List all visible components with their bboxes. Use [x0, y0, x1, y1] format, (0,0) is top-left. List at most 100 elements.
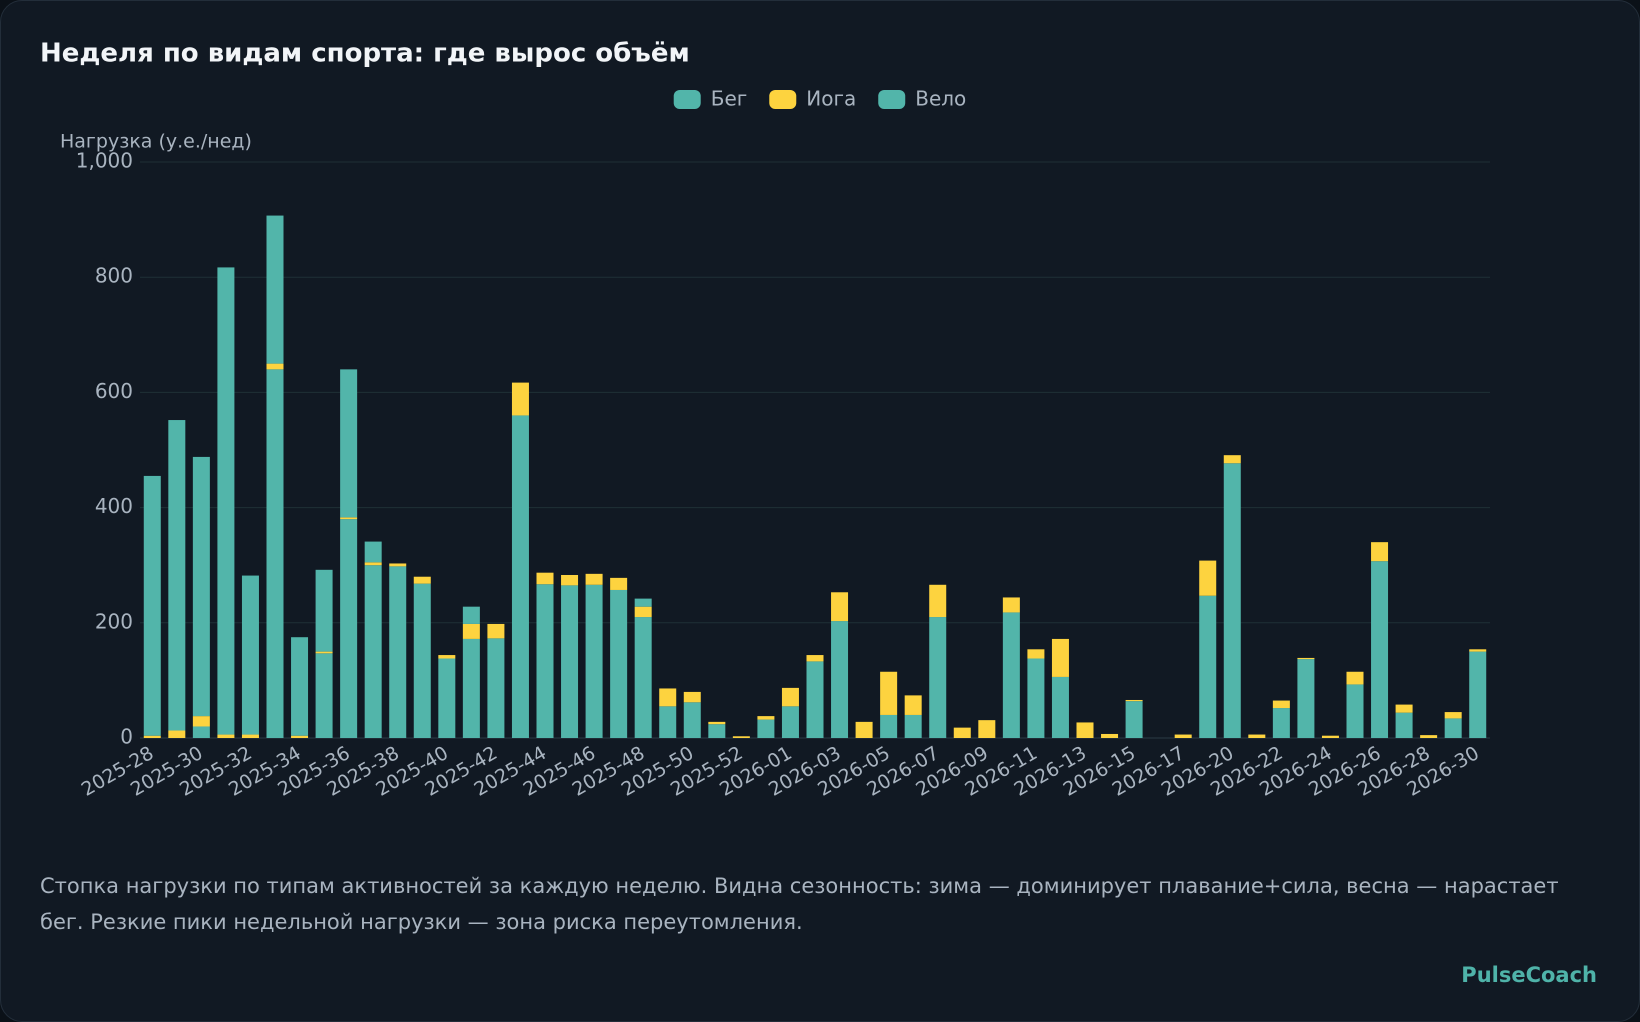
bar-segment	[561, 574, 579, 586]
bar-segment	[1199, 560, 1217, 596]
y-axis-label: Нагрузка (у.е./нед)	[60, 131, 252, 153]
bar-segment	[241, 734, 259, 738]
bar-segment	[1125, 701, 1143, 738]
bar-segment	[929, 584, 947, 618]
bar-segment	[487, 638, 505, 738]
bar-segment	[1444, 712, 1462, 719]
bar-segment	[1444, 718, 1462, 738]
bar-segment	[1051, 638, 1069, 677]
bar-segment	[1346, 684, 1364, 738]
bar-segment	[1297, 657, 1315, 660]
bar-segment	[438, 655, 456, 659]
bar-segment	[413, 583, 431, 738]
bar-segment	[855, 721, 873, 738]
bar-segment	[610, 589, 628, 738]
legend-item[interactable]: Бег	[673, 87, 748, 111]
bar-segment	[364, 541, 382, 563]
bar-segment	[1076, 722, 1094, 738]
bar-segment	[659, 688, 677, 707]
legend-swatch	[878, 90, 906, 109]
bar-segment	[1101, 733, 1119, 738]
bar-segment	[806, 661, 824, 738]
bar-segment	[1027, 658, 1045, 738]
bar-segment	[1199, 595, 1217, 738]
bar-segment	[929, 617, 947, 738]
bar-segment	[708, 721, 726, 725]
bar-segment	[904, 714, 922, 738]
bar-segment	[634, 606, 652, 618]
bar-segment	[143, 735, 161, 738]
bar-segment	[168, 730, 186, 738]
bar-segment	[1395, 712, 1413, 738]
bar-segment	[536, 584, 554, 738]
bar-segment	[1272, 708, 1290, 738]
y-tick-label: 1,000	[76, 149, 133, 173]
y-tick-label: 800	[95, 264, 133, 288]
bar-segment	[757, 719, 775, 738]
bar-segment	[1174, 734, 1192, 738]
legend-swatch	[673, 90, 701, 109]
bar-segment	[561, 585, 579, 738]
bar-segment	[1002, 612, 1020, 738]
bar-segment	[757, 716, 775, 720]
bar-segment	[462, 638, 480, 738]
bar-segment	[831, 592, 849, 622]
bar-segment	[781, 687, 799, 707]
caption: Стопка нагрузки по типам активностей за …	[40, 874, 1559, 934]
bar-segment	[168, 420, 186, 731]
bar-segment	[291, 735, 309, 738]
bar-segment	[1321, 735, 1339, 738]
bar-segment	[364, 562, 382, 566]
bar-segment	[683, 702, 701, 738]
legend-label: Бег	[711, 87, 748, 111]
legend-item[interactable]: Иога	[769, 87, 856, 111]
bar-segment	[634, 598, 652, 607]
bar-segment	[217, 267, 235, 735]
bar-segment	[732, 736, 750, 738]
bar-segment	[610, 577, 628, 590]
bar-segment	[1027, 649, 1045, 659]
bar-segment	[413, 576, 431, 584]
bar-segment	[1297, 659, 1315, 738]
bar-segment	[315, 651, 333, 654]
legend-label: Иога	[806, 87, 856, 111]
bar-segment	[462, 606, 480, 624]
bar-segment	[953, 727, 971, 738]
bar-segment	[315, 569, 333, 652]
legend-item[interactable]: Вело	[878, 87, 966, 111]
bar-segment	[1469, 649, 1487, 652]
bar-segment	[880, 671, 898, 715]
bar-segment	[340, 519, 358, 738]
bar-segment	[781, 706, 799, 738]
bar-segment	[143, 475, 161, 736]
bar-segment	[389, 566, 407, 738]
bar-segment	[315, 653, 333, 738]
bar-segment	[904, 695, 922, 715]
bar-segment	[1051, 676, 1069, 738]
bar-segment	[1346, 671, 1364, 685]
bar-segment	[1223, 463, 1241, 738]
bar-segment	[659, 706, 677, 738]
bar-segment	[389, 563, 407, 567]
bar-segment	[1469, 651, 1487, 738]
bar-segment	[1223, 455, 1241, 464]
bar-segment	[1248, 734, 1266, 738]
bar-segment	[978, 720, 996, 738]
legend-label: Вело	[915, 87, 966, 111]
bar-segment	[1420, 735, 1438, 738]
bar-segment	[487, 623, 505, 639]
bar-segment	[217, 734, 235, 738]
bar-segment	[192, 726, 210, 738]
bar-segment	[880, 714, 898, 738]
bar-segment	[511, 382, 529, 416]
bar-segment	[1125, 699, 1143, 702]
bar-segment	[266, 215, 284, 364]
chart-title: Неделя по видам спорта: где вырос объём	[40, 39, 690, 69]
bar-segment	[364, 565, 382, 738]
bar-segment	[536, 572, 554, 585]
bar-segment	[708, 724, 726, 738]
legend-swatch	[769, 90, 797, 109]
bar-segment	[1002, 597, 1020, 613]
